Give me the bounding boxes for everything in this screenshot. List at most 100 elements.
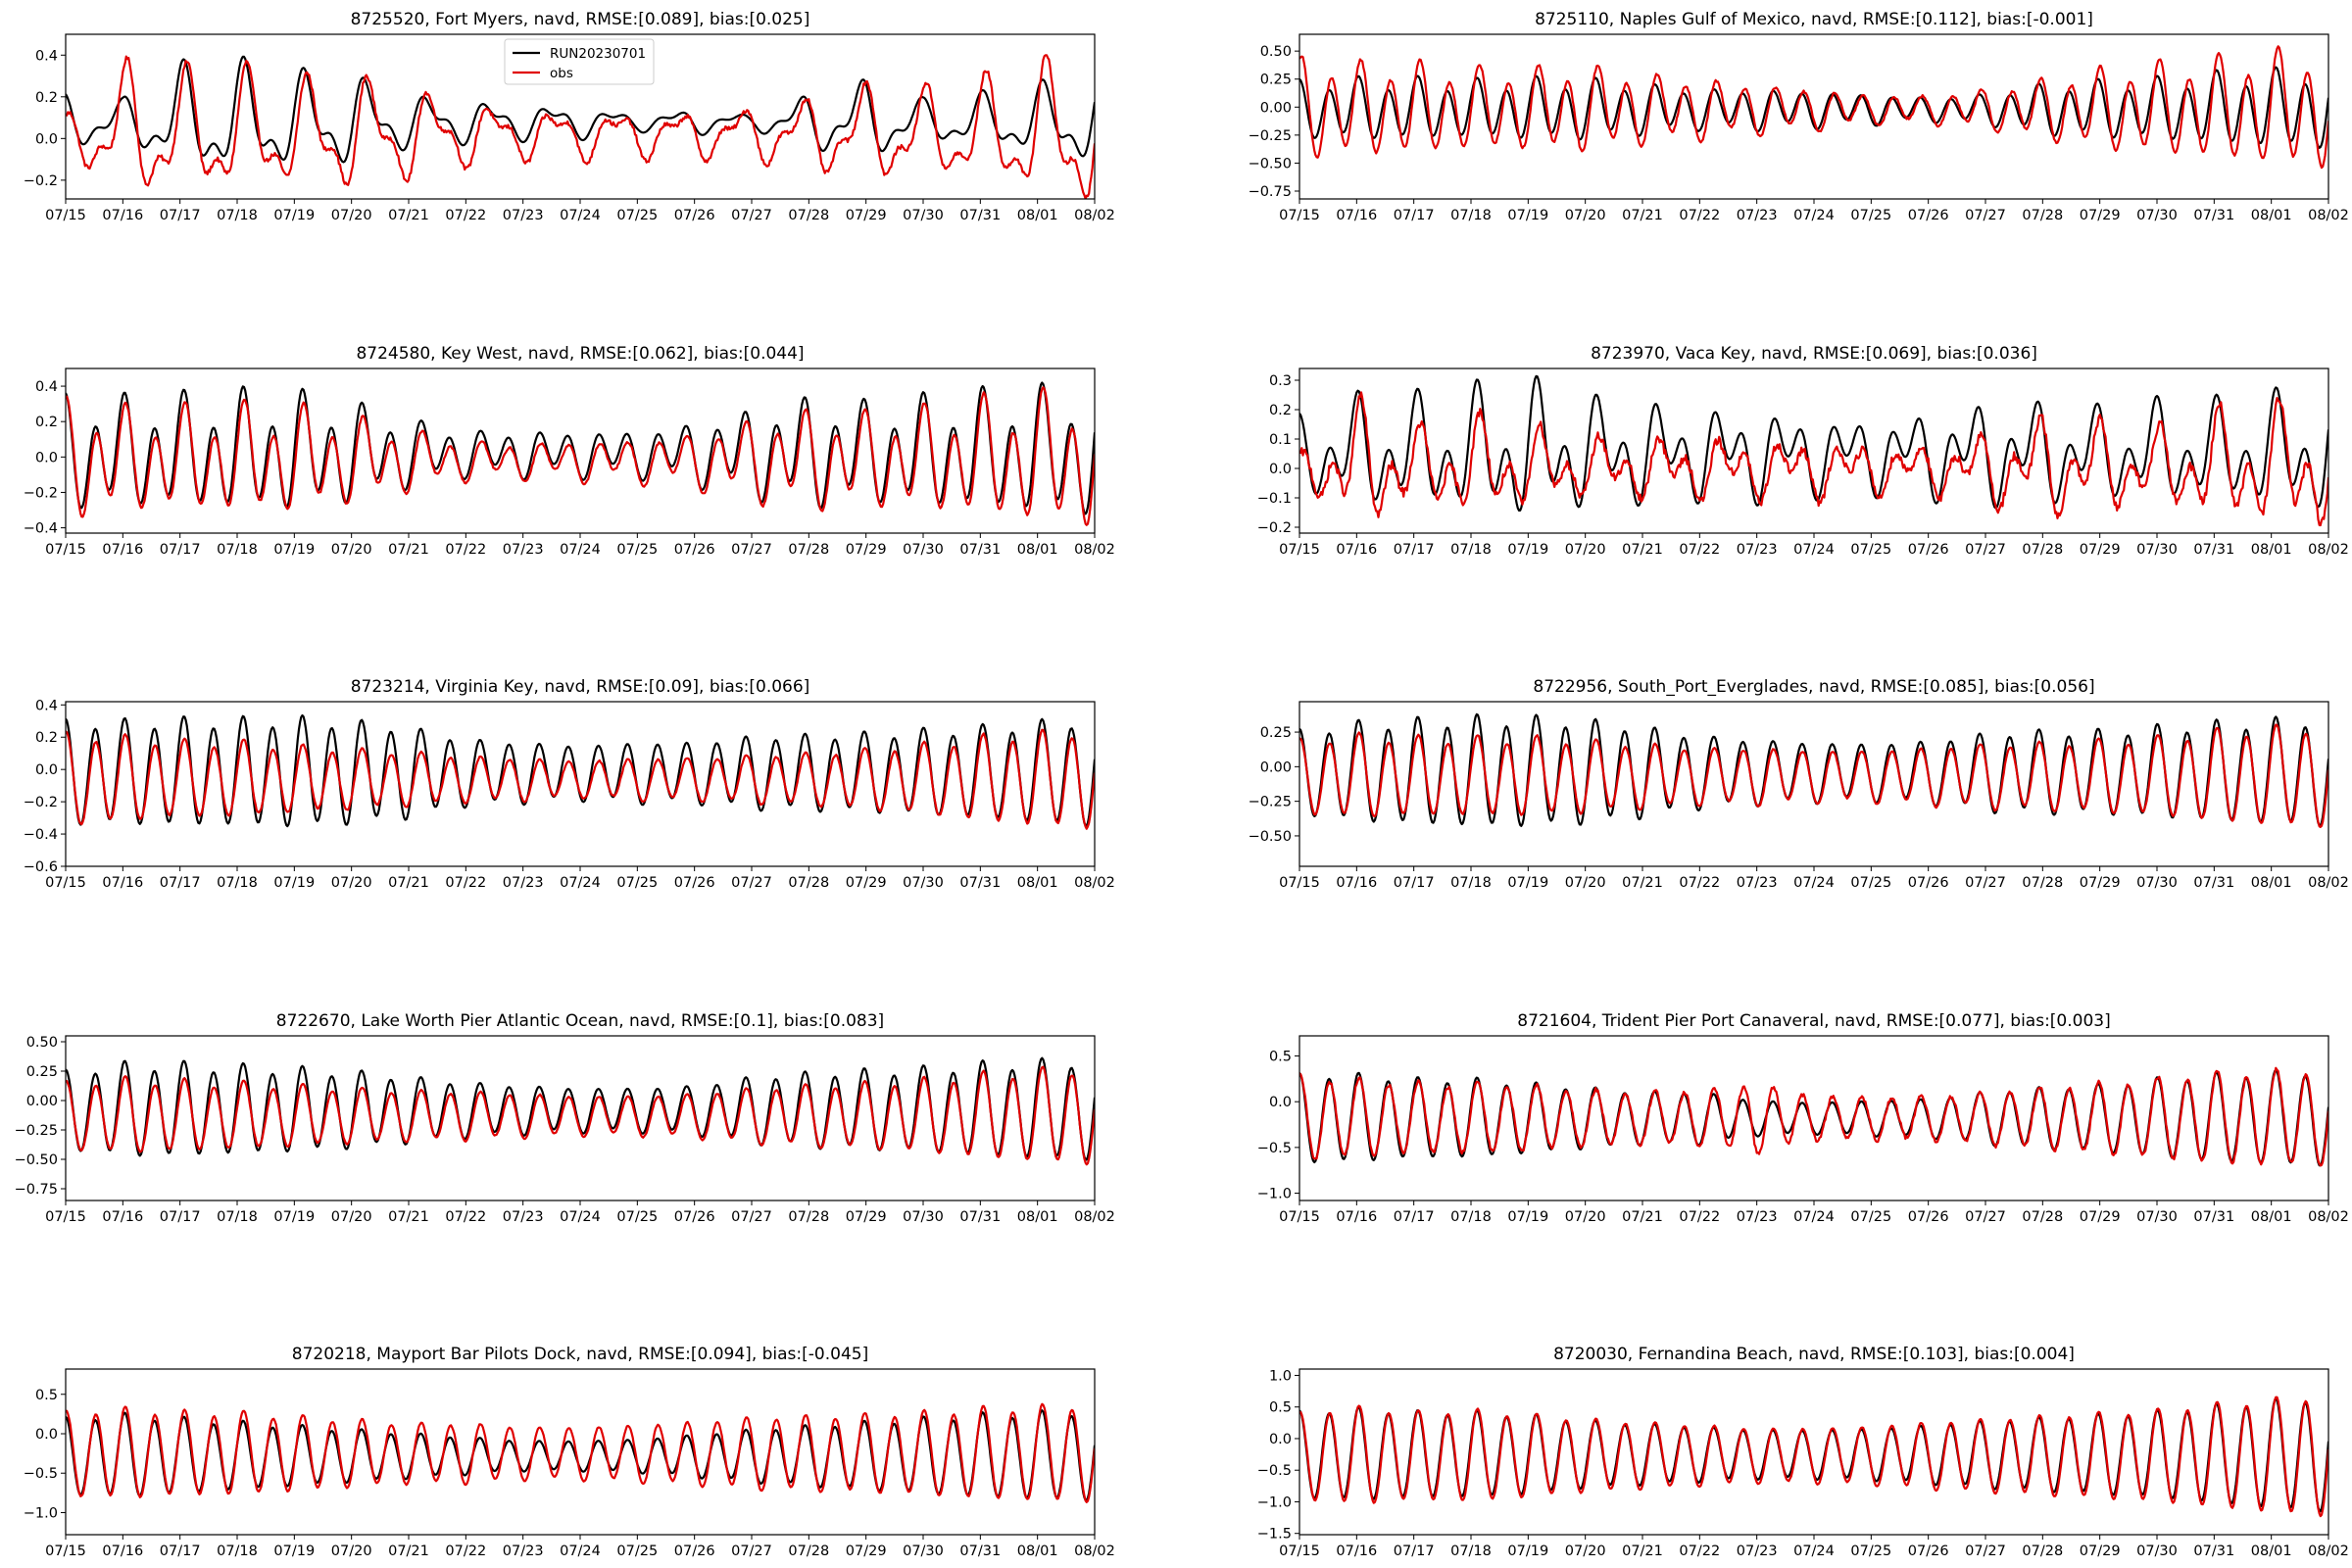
y-tick-label: −1.0 [24, 1505, 58, 1521]
x-tick-label: 07/25 [1850, 875, 1891, 891]
x-tick-label: 07/15 [1279, 1544, 1320, 1559]
x-tick-label: 07/16 [1336, 208, 1377, 223]
x-tick-label: 07/25 [1850, 1544, 1891, 1559]
x-tick-label: 08/01 [1017, 208, 1058, 223]
x-tick-label: 07/24 [560, 208, 601, 223]
x-tick-label: 07/20 [1565, 1209, 1606, 1225]
x-tick-label: 07/16 [1336, 875, 1377, 891]
x-tick-label: 07/18 [217, 875, 258, 891]
x-tick-label: 07/19 [273, 875, 315, 891]
x-tick-label: 07/26 [1908, 542, 1949, 558]
x-tick-label: 07/28 [788, 1544, 829, 1559]
y-tick-label: 0.2 [35, 730, 58, 746]
panel-title: 8721604, Trident Pier Port Canaveral, na… [1517, 1011, 2110, 1031]
x-tick-label: 07/25 [1850, 542, 1891, 558]
x-tick-label: 07/23 [503, 208, 544, 223]
y-tick-label: 0.0 [1269, 462, 1292, 477]
x-tick-label: 07/29 [846, 875, 887, 891]
x-tick-label: 07/28 [788, 1209, 829, 1225]
x-tick-label: 07/25 [616, 1544, 658, 1559]
x-tick-label: 07/29 [2080, 1544, 2121, 1559]
x-tick-label: 07/26 [1908, 1209, 1949, 1225]
panel-4: 8723970, Vaca Key, navd, RMSE:[0.069], b… [1257, 344, 2349, 558]
x-tick-label: 08/01 [2251, 1544, 2292, 1559]
panel-3: 8724580, Key West, navd, RMSE:[0.062], b… [24, 344, 1115, 558]
x-tick-label: 07/23 [503, 542, 544, 558]
obs-series-line [66, 728, 1095, 830]
x-tick-label: 07/17 [160, 542, 201, 558]
x-tick-label: 07/27 [1965, 208, 2006, 223]
legend: RUN20230701 obs [504, 38, 655, 85]
y-tick-label: −0.2 [24, 485, 58, 501]
x-tick-label: 07/18 [217, 542, 258, 558]
x-tick-label: 07/16 [1336, 542, 1377, 558]
x-tick-label: 07/15 [45, 875, 86, 891]
x-tick-label: 07/20 [331, 875, 372, 891]
x-tick-label: 07/27 [731, 875, 772, 891]
x-tick-label: 07/18 [1450, 542, 1492, 558]
y-tick-label: 0.50 [26, 1035, 58, 1051]
x-tick-label: 07/19 [273, 1209, 315, 1225]
x-tick-label: 07/23 [503, 1544, 544, 1559]
x-tick-label: 07/22 [445, 1544, 486, 1559]
x-tick-label: 07/18 [217, 1544, 258, 1559]
x-tick-label: 07/28 [2022, 1544, 2063, 1559]
panel-10: 8720030, Fernandina Beach, navd, RMSE:[0… [1257, 1345, 2349, 1559]
x-tick-label: 07/15 [45, 208, 86, 223]
y-tick-label: 0.50 [1260, 44, 1292, 60]
panel-7: 8722670, Lake Worth Pier Atlantic Ocean,… [15, 1011, 1115, 1225]
y-tick-label: 0.00 [1260, 100, 1292, 116]
x-tick-label: 08/02 [2308, 208, 2349, 223]
x-tick-label: 07/15 [1279, 208, 1320, 223]
legend-box [504, 38, 655, 85]
x-tick-label: 07/26 [1908, 208, 1949, 223]
y-tick-label: −1.0 [1257, 1187, 1292, 1202]
x-tick-label: 07/17 [160, 208, 201, 223]
model-series-line [66, 381, 1095, 515]
model-series-line [1299, 1397, 2328, 1513]
obs-series-line [66, 386, 1095, 526]
x-tick-label: 07/23 [1737, 542, 1778, 558]
x-tick-label: 07/20 [1565, 208, 1606, 223]
y-tick-label: 0.1 [1269, 432, 1292, 448]
panel-1: 8725520, Fort Myers, navd, RMSE:[0.089],… [24, 10, 1115, 223]
x-tick-label: 07/26 [674, 208, 715, 223]
x-tick-label: 07/21 [388, 875, 429, 891]
x-tick-label: 08/02 [2308, 875, 2349, 891]
x-tick-label: 07/25 [616, 208, 658, 223]
x-tick-label: 07/22 [445, 208, 486, 223]
x-tick-label: 07/29 [846, 1209, 887, 1225]
model-series-line [66, 1409, 1095, 1502]
x-tick-label: 07/19 [1507, 1544, 1548, 1559]
x-tick-label: 07/19 [1507, 208, 1548, 223]
x-tick-label: 07/25 [1850, 208, 1891, 223]
y-tick-label: −0.5 [24, 1466, 58, 1482]
y-tick-label: −0.75 [1249, 184, 1292, 200]
x-tick-label: 07/28 [2022, 1209, 2063, 1225]
y-tick-label: 0.00 [1260, 760, 1292, 775]
x-tick-label: 07/19 [273, 542, 315, 558]
x-tick-label: 08/02 [1074, 1209, 1115, 1225]
y-tick-label: 0.4 [35, 379, 58, 395]
x-tick-label: 07/29 [2080, 208, 2121, 223]
x-tick-label: 07/26 [674, 1544, 715, 1559]
x-tick-label: 07/21 [388, 1544, 429, 1559]
x-tick-label: 07/22 [1679, 875, 1720, 891]
panel-6: 8722956, South_Port_Everglades, navd, RM… [1249, 677, 2349, 891]
x-tick-label: 07/22 [1679, 1544, 1720, 1559]
x-tick-label: 07/30 [903, 208, 944, 223]
x-tick-label: 08/02 [2308, 542, 2349, 558]
x-tick-label: 07/16 [1336, 1544, 1377, 1559]
x-tick-label: 07/31 [2193, 875, 2234, 891]
x-tick-label: 07/31 [959, 208, 1001, 223]
x-tick-label: 07/21 [388, 542, 429, 558]
x-tick-label: 07/23 [503, 875, 544, 891]
x-tick-label: 07/26 [1908, 1544, 1949, 1559]
y-tick-label: 0.0 [35, 1427, 58, 1443]
x-tick-label: 07/31 [959, 875, 1001, 891]
y-tick-label: 0.5 [1269, 1400, 1292, 1416]
x-tick-label: 07/29 [2080, 542, 2121, 558]
panel-title: 8722670, Lake Worth Pier Atlantic Ocean,… [276, 1011, 884, 1031]
x-tick-label: 07/16 [102, 1209, 143, 1225]
x-tick-label: 07/24 [1793, 208, 1835, 223]
